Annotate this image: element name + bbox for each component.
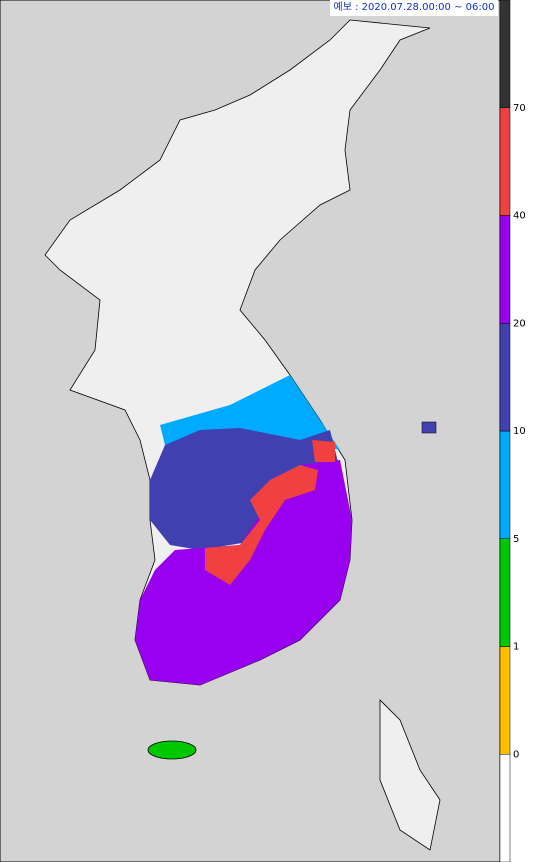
legend-label: 5 (513, 534, 519, 545)
japan-coast (379, 699, 441, 851)
legend-band (499, 754, 511, 862)
jeju (147, 740, 197, 760)
rain-area-40-70 (205, 465, 318, 585)
legend-label: 10 (513, 426, 526, 437)
forecast-label: 예보 : 2020.07.28.00:00 ~ 06:00 (330, 0, 498, 16)
legend-label: 1 (513, 642, 519, 653)
legend-label: 0 (513, 749, 519, 760)
legend-band (499, 323, 511, 432)
ulleungdo (421, 421, 437, 434)
rain-area-10-20 (150, 428, 340, 550)
legend-label: 40 (513, 211, 526, 222)
legend-band (499, 646, 511, 755)
legend: 0 1 5 10 20 40 70 (499, 0, 526, 862)
legend-band (499, 0, 511, 108)
legend-band (499, 430, 511, 539)
legend-band (499, 107, 511, 216)
legend-label: 20 (513, 318, 526, 329)
rain-area-20-40 (135, 460, 352, 685)
rain-area-40-70 (312, 440, 335, 462)
legend-band (499, 538, 511, 647)
legend-band (499, 215, 511, 324)
legend-label: 70 (513, 103, 526, 114)
